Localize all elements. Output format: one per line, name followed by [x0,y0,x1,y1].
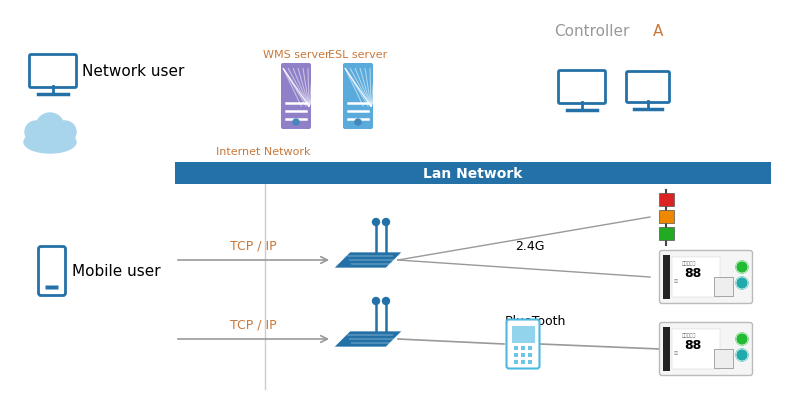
Polygon shape [349,339,396,340]
Polygon shape [350,264,397,265]
Circle shape [383,298,389,305]
Circle shape [373,219,380,226]
FancyBboxPatch shape [506,320,540,369]
Text: WMS server: WMS server [263,50,330,60]
Circle shape [736,277,748,289]
Text: Mobile user: Mobile user [72,264,161,279]
FancyBboxPatch shape [281,64,311,130]
FancyBboxPatch shape [663,255,670,299]
FancyBboxPatch shape [29,55,76,88]
Circle shape [36,114,64,142]
FancyBboxPatch shape [528,346,533,350]
FancyBboxPatch shape [663,327,670,371]
FancyBboxPatch shape [713,348,732,368]
FancyBboxPatch shape [345,69,371,107]
Circle shape [373,298,380,305]
FancyBboxPatch shape [45,286,58,290]
FancyBboxPatch shape [513,360,518,365]
FancyBboxPatch shape [528,360,533,365]
FancyBboxPatch shape [658,227,673,241]
Circle shape [355,120,361,126]
FancyBboxPatch shape [175,162,771,184]
FancyBboxPatch shape [559,71,606,104]
Circle shape [25,122,47,144]
Circle shape [736,349,748,361]
Text: Network user: Network user [82,64,185,79]
FancyBboxPatch shape [343,64,373,130]
Polygon shape [346,335,393,336]
Circle shape [293,120,299,126]
FancyBboxPatch shape [626,72,669,103]
Text: 低温水果柜: 低温水果柜 [682,261,696,266]
Text: 2.4G: 2.4G [515,240,544,253]
FancyBboxPatch shape [658,194,673,207]
Polygon shape [350,342,397,344]
FancyBboxPatch shape [528,353,533,357]
FancyBboxPatch shape [521,360,525,365]
FancyBboxPatch shape [660,251,752,304]
Text: 88: 88 [684,339,701,352]
Circle shape [736,261,748,273]
Polygon shape [334,252,402,268]
Text: BlueTooth: BlueTooth [505,315,566,328]
FancyBboxPatch shape [660,323,752,376]
Text: Internet Network: Internet Network [216,147,310,157]
FancyBboxPatch shape [512,326,534,342]
Text: 价格: 价格 [674,350,679,354]
Text: Controller: Controller [554,24,630,39]
Circle shape [54,122,76,144]
Text: ESL server: ESL server [329,50,388,60]
Text: 88: 88 [684,267,701,280]
FancyBboxPatch shape [513,346,518,350]
FancyBboxPatch shape [521,346,525,350]
Circle shape [736,333,748,345]
Ellipse shape [24,132,76,154]
Polygon shape [334,331,402,347]
Text: A: A [653,24,663,39]
Text: TCP / IP: TCP / IP [230,239,276,252]
Text: TCP / IP: TCP / IP [230,318,276,331]
Polygon shape [349,260,396,261]
FancyBboxPatch shape [521,353,525,357]
Text: Lan Network: Lan Network [423,166,523,180]
FancyBboxPatch shape [672,329,720,369]
Text: 价格: 价格 [674,278,679,282]
FancyBboxPatch shape [283,69,309,107]
FancyBboxPatch shape [713,277,732,296]
FancyBboxPatch shape [38,247,65,296]
Polygon shape [346,256,393,257]
FancyBboxPatch shape [672,257,720,297]
FancyBboxPatch shape [658,211,673,223]
Circle shape [383,219,389,226]
FancyBboxPatch shape [513,353,518,357]
Text: 低温水果柜: 低温水果柜 [682,333,696,338]
